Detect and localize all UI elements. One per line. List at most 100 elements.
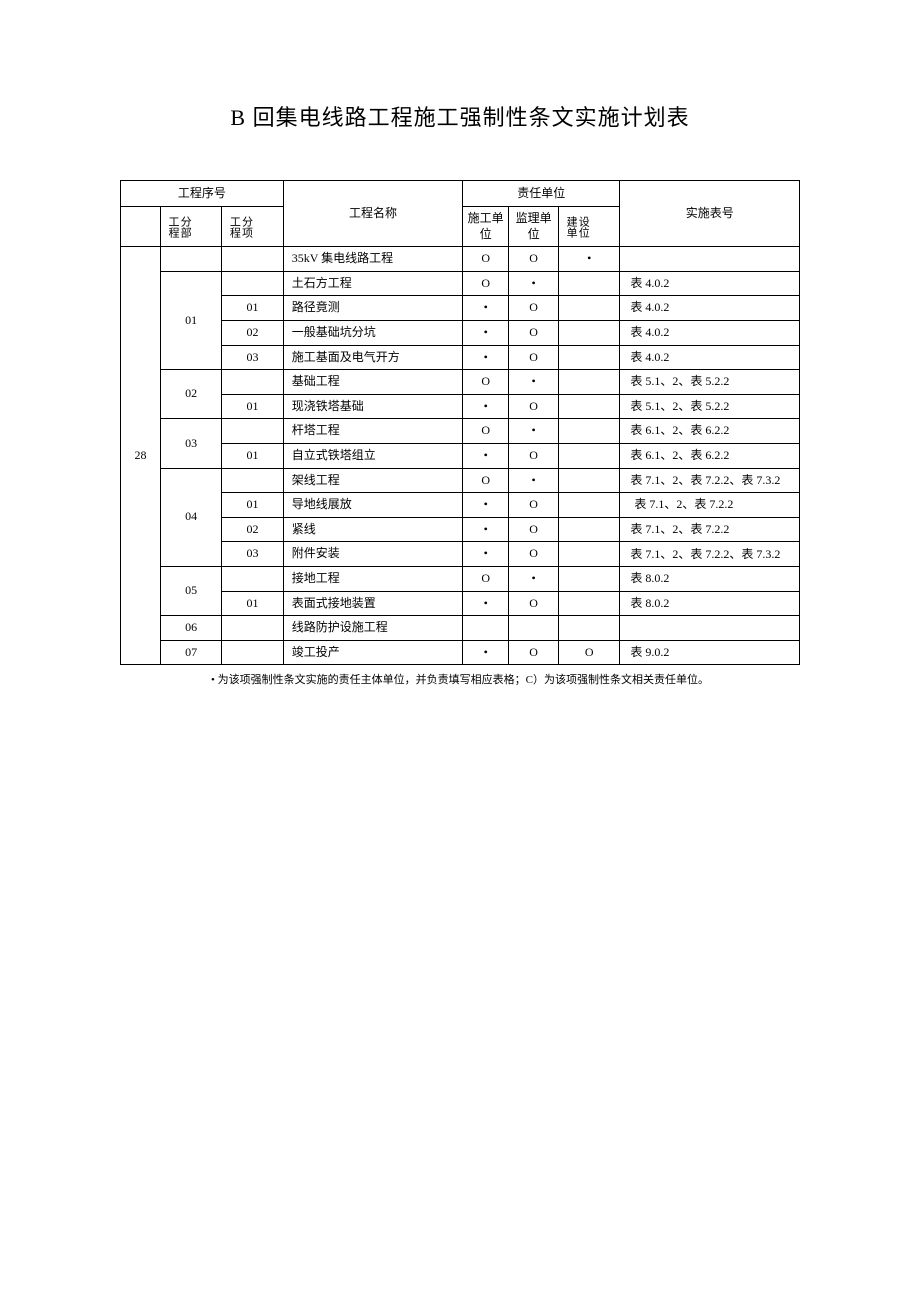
unit-cell-u2: • xyxy=(509,419,559,444)
name-cell: 线路防护设施工程 xyxy=(283,616,463,641)
impl-cell: 表 8.0.2 xyxy=(620,566,800,591)
name-cell: 杆塔工程 xyxy=(283,419,463,444)
unit-cell-u2: • xyxy=(509,566,559,591)
impl-cell: 表 7.1、2、表 7.2.2、表 7.3.2 xyxy=(620,468,800,493)
item-cell xyxy=(222,247,283,272)
table-row: 03附件安装•O表 7.1、2、表 7.2.2、表 7.3.2 xyxy=(121,542,800,567)
unit-cell-u1: • xyxy=(463,345,509,370)
table-row: 01土石方工程O•表 4.0.2 xyxy=(121,271,800,296)
name-cell: 35kV 集电线路工程 xyxy=(283,247,463,272)
impl-cell: 表 7.1、2、表 7.2.2、表 7.3.2 xyxy=(620,542,800,567)
impl-cell: 表 4.0.2 xyxy=(620,345,800,370)
unit-cell-u1: • xyxy=(463,591,509,616)
unit-cell-u3 xyxy=(559,370,620,395)
unit-cell-u2: O xyxy=(509,296,559,321)
impl-cell: 表 9.0.2 xyxy=(620,640,800,665)
unit-cell-u3 xyxy=(559,320,620,345)
item-cell xyxy=(222,419,283,444)
unit-cell-u3 xyxy=(559,345,620,370)
impl-cell: 表 6.1、2、表 6.2.2 xyxy=(620,443,800,468)
name-cell: 架线工程 xyxy=(283,468,463,493)
item-cell xyxy=(222,271,283,296)
unit-cell-u1: • xyxy=(463,296,509,321)
item-cell xyxy=(222,616,283,641)
name-cell: 接地工程 xyxy=(283,566,463,591)
impl-cell xyxy=(620,247,800,272)
table-row: 07竣工投产•OO表 9.0.2 xyxy=(121,640,800,665)
header-project-seq: 工程序号 xyxy=(121,181,284,207)
unit-cell-u1: O xyxy=(463,247,509,272)
item-cell: 01 xyxy=(222,591,283,616)
unit-cell-u2: • xyxy=(509,271,559,296)
unit-cell-u3: • xyxy=(559,247,620,272)
footnote: • 为该项强制性条文实施的责任主体单位，并负责填写相应表格；C）为该项强制性条文… xyxy=(120,671,800,687)
item-cell: 01 xyxy=(222,296,283,321)
sub-cell: 05 xyxy=(160,566,221,615)
header-design-unit: 设位建单 xyxy=(559,207,620,247)
item-cell xyxy=(222,640,283,665)
sub-cell: 03 xyxy=(160,419,221,468)
item-cell: 01 xyxy=(222,493,283,518)
sub-cell xyxy=(160,247,221,272)
unit-cell-u1: O xyxy=(463,419,509,444)
unit-cell-u2: O xyxy=(509,320,559,345)
impl-cell xyxy=(620,616,800,641)
unit-cell-u3 xyxy=(559,443,620,468)
unit-cell-u3 xyxy=(559,419,620,444)
header-supervision-unit: 监理单位 xyxy=(509,207,559,247)
unit-cell-u2: • xyxy=(509,370,559,395)
unit-cell-u1: • xyxy=(463,517,509,542)
item-cell xyxy=(222,468,283,493)
sub-cell: 02 xyxy=(160,370,221,419)
unit-cell-u1: O xyxy=(463,370,509,395)
unit-cell-u2 xyxy=(509,616,559,641)
item-cell xyxy=(222,566,283,591)
table-row: 01路径竟测•O表 4.0.2 xyxy=(121,296,800,321)
item-cell xyxy=(222,370,283,395)
unit-cell-u2: • xyxy=(509,468,559,493)
unit-cell-u1: O xyxy=(463,566,509,591)
table-row: 05接地工程O•表 8.0.2 xyxy=(121,566,800,591)
impl-cell: 表 8.0.2 xyxy=(620,591,800,616)
unit-cell-u3 xyxy=(559,493,620,518)
impl-cell: 表 7.1、2、表 7.2.2 xyxy=(620,517,800,542)
unit-cell-u2: O xyxy=(509,517,559,542)
unit-cell-u1: • xyxy=(463,394,509,419)
table-row: 04架线工程O•表 7.1、2、表 7.2.2、表 7.3.2 xyxy=(121,468,800,493)
table-row: 01自立式铁塔组立•O表 6.1、2、表 6.2.2 xyxy=(121,443,800,468)
impl-cell: 表 5.1、2、表 5.2.2 xyxy=(620,370,800,395)
table-row: 02基础工程O•表 5.1、2、表 5.2.2 xyxy=(121,370,800,395)
item-cell: 01 xyxy=(222,443,283,468)
main-index: 28 xyxy=(121,247,161,665)
unit-cell-u1: • xyxy=(463,640,509,665)
name-cell: 基础工程 xyxy=(283,370,463,395)
header-blank xyxy=(121,207,161,247)
name-cell: 自立式铁塔组立 xyxy=(283,443,463,468)
header-construction-unit: 施工单位 xyxy=(463,207,509,247)
header-item-project: 分项工程 xyxy=(222,207,283,247)
unit-cell-u3 xyxy=(559,542,620,567)
name-cell: 附件安装 xyxy=(283,542,463,567)
item-cell: 03 xyxy=(222,345,283,370)
unit-cell-u1 xyxy=(463,616,509,641)
unit-cell-u3 xyxy=(559,468,620,493)
impl-cell: 表 4.0.2 xyxy=(620,320,800,345)
unit-cell-u2: O xyxy=(509,640,559,665)
table-row: 01现浇铁塔基础•O表 5.1、2、表 5.2.2 xyxy=(121,394,800,419)
name-cell: 施工基面及电气开方 xyxy=(283,345,463,370)
name-cell: 竣工投产 xyxy=(283,640,463,665)
item-cell: 02 xyxy=(222,517,283,542)
unit-cell-u3 xyxy=(559,591,620,616)
unit-cell-u1: • xyxy=(463,493,509,518)
sub-cell: 04 xyxy=(160,468,221,566)
unit-cell-u2: O xyxy=(509,591,559,616)
table-row: 2835kV 集电线路工程OO• xyxy=(121,247,800,272)
name-cell: 路径竟测 xyxy=(283,296,463,321)
table-row: 02一般基础坑分坑•O表 4.0.2 xyxy=(121,320,800,345)
unit-cell-u2: O xyxy=(509,493,559,518)
impl-cell: 表 4.0.2 xyxy=(620,271,800,296)
sub-cell: 06 xyxy=(160,616,221,641)
header-sub-project: 分部工程 xyxy=(160,207,221,247)
item-cell: 03 xyxy=(222,542,283,567)
unit-cell-u2: O xyxy=(509,345,559,370)
